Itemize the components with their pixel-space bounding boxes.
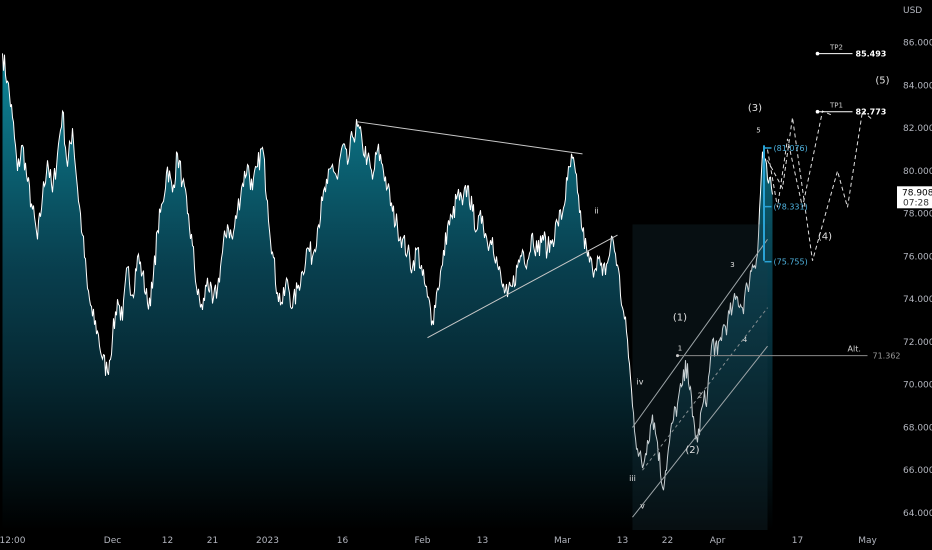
target-name: TP2 [829,44,843,52]
countdown-label: 07:28 [903,198,929,208]
wave-major-label: (1) [673,313,687,324]
y-tick-label: 80.000 [903,167,932,177]
x-tick-label: 16 [337,536,349,546]
y-tick-label: 84.000 [903,81,932,91]
x-tick-label: 22 [662,536,673,546]
last-price-label: 78.908 [902,188,932,198]
x-tick-label: 17 [792,536,803,546]
x-tick-label: May [858,536,877,546]
wave-major-label: (4) [818,231,832,242]
alt-level-dot [676,354,679,358]
y-tick-label: 66.000 [903,466,932,476]
y-tick-label: 86.000 [903,39,932,49]
channel-mid-line [642,307,768,471]
price-level-label: (75.755) [774,258,808,267]
y-tick-label: 78.000 [903,210,932,220]
wave-major-label: (2) [685,445,699,456]
target-value: 82.773 [856,108,887,117]
triangle-upper-trendline [357,121,583,155]
drawings-layer [357,110,873,531]
y-tick-label: 72.000 [903,338,932,348]
wave-major-label: (3) [748,103,762,114]
price-level-label: (78.331) [774,203,808,212]
y-tick-label: 64.000 [903,509,932,519]
x-axis[interactable]: 12:00 Dec 12 21 2023 16 Feb 13 Mar 13 22 Apr 17 May [0,536,877,546]
y-axis[interactable]: 64.000 66.000 68.000 70.000 72.000 74.000 76.0… [903,39,932,519]
wave-minor-label: ii [594,207,598,216]
price-area-fill [2,53,773,531]
wave-sub-label: 3 [730,261,734,269]
x-tick-label: Dec [104,536,121,546]
target-value: 85.493 [856,50,887,59]
alt-level-name: Alt. [848,345,861,354]
y-tick-label: 76.000 [903,252,932,262]
y-tick-label: 74.000 [903,295,932,305]
target-dot [815,51,820,56]
target-dot [815,109,820,114]
y-tick-label: 70.000 [903,381,932,391]
price-area [2,53,773,531]
channel-lower-line [632,345,768,518]
currency-label: USD [903,6,922,16]
y-tick-label: 82.000 [903,124,932,134]
x-tick-label: 13 [477,536,488,546]
projection-path-tp2 [767,110,873,261]
x-tick-label: 12:00 [0,536,26,546]
wave-major-label: (5) [875,75,889,86]
wave-sub-label: 1 [678,344,682,352]
x-tick-label: 21 [207,536,218,546]
price-levels-layer: (81.076) (78.331) (75.755) TP1 82.773 TP2 85.4… [676,44,901,361]
price-line [2,53,773,491]
y-tick-label: 68.000 [903,423,932,433]
wave-minor-label: v [640,502,645,511]
price-line-series [2,53,773,491]
wave-minor-label: iii [629,474,636,483]
x-tick-label: Feb [415,536,431,546]
last-price-tag: 78.908 07:28 [897,186,932,209]
triangle-lower-trendline [427,234,618,339]
x-tick-label: Apr [710,536,726,546]
x-tick-label: Mar [554,536,571,546]
x-tick-label: 13 [617,536,628,546]
wave-sub-label: 2 [698,392,702,400]
alt-level-value: 71.362 [873,352,901,361]
wave-sub-label: 5 [756,127,760,135]
x-tick-label: 12 [162,536,173,546]
x-tick-label: 2023 [256,536,279,546]
channel-upper-line [632,239,768,428]
wave-sub-label: 4 [743,336,748,344]
target-name: TP1 [829,102,843,110]
channel-shade [632,224,768,531]
price-level-label: (81.076) [774,144,808,153]
wave-minor-label: iv [637,378,644,387]
